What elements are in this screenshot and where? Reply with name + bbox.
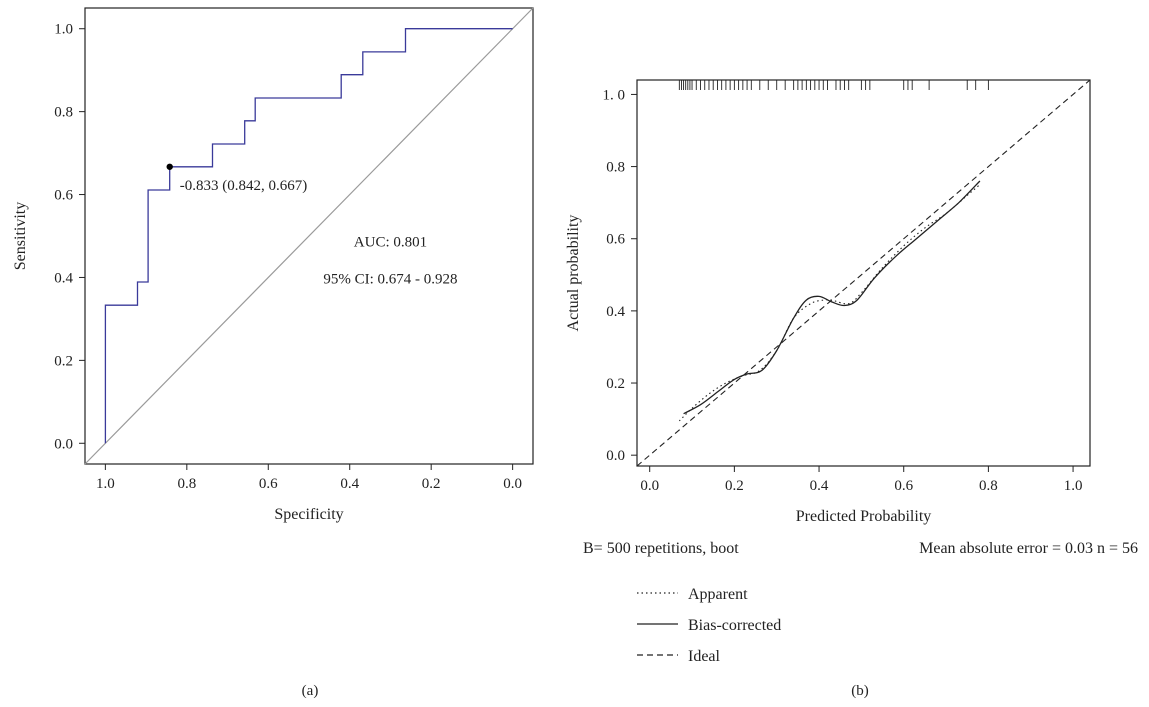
roc-y-tick-label-0: 0.0: [54, 436, 73, 452]
cal-y-tick-label-5: 1. 0: [603, 87, 626, 103]
panel-label-a: (a): [302, 683, 319, 699]
roc-x-tick-label-3: 0.4: [340, 476, 359, 492]
cal-y-tick-label-3: 0.6: [606, 232, 625, 248]
calibration-rug: [678, 80, 989, 90]
cal-x-tick-label-1: 0.2: [725, 478, 744, 494]
roc-y-tick-label-5: 1.0: [54, 22, 73, 38]
cal-y-tick-label-1: 0.2: [606, 376, 625, 392]
roc-curve: [104, 28, 513, 444]
calibration-y-axis-title: Actual probability: [565, 215, 582, 332]
calibration-panel: 0.0 0.2 0.4 0.6 0.8 1.0 0.0 0.2 0.4 0.6 0.8 1. 0 P…: [565, 79, 1138, 699]
roc-y-ticks: 0.0 0.2 0.4 0.6 0.8 1.0: [54, 22, 85, 452]
roc-x-tick-label-5: 0.0: [503, 476, 522, 492]
calibration-legend: Apparent Bias-corrected Ideal: [637, 586, 781, 665]
panel-label-b: (b): [851, 683, 869, 699]
roc-x-axis-title: Specificity: [274, 506, 343, 523]
roc-auc-annotation: AUC: 0.801: [354, 234, 427, 250]
cal-x-tick-label-4: 0.8: [979, 478, 998, 494]
roc-x-tick-label-2: 0.6: [259, 476, 278, 492]
cal-y-tick-label-4: 0.8: [606, 160, 625, 176]
roc-highlight-point: [166, 163, 173, 170]
roc-highlight-label: -0.833 (0.842, 0.667): [180, 178, 307, 194]
calibration-x-axis-title: Predicted Probability: [796, 508, 932, 525]
calibration-y-ticks: 0.0 0.2 0.4 0.6 0.8 1. 0: [603, 87, 637, 464]
ideal-line: [636, 79, 1091, 467]
roc-y-tick-label-4: 0.8: [54, 105, 73, 121]
roc-y-tick-label-1: 0.2: [54, 353, 73, 369]
calibration-plot-frame: [636, 79, 1091, 467]
roc-reference-diagonal: [84, 7, 534, 465]
cal-x-tick-label-3: 0.6: [894, 478, 913, 494]
cal-y-tick-label-2: 0.4: [606, 304, 625, 320]
roc-plot-frame: [84, 7, 534, 465]
roc-x-tick-label-1: 0.8: [177, 476, 196, 492]
cal-y-tick-label-0: 0.0: [606, 448, 625, 464]
roc-y-tick-label-2: 0.4: [54, 270, 73, 286]
calibration-footer-error: Mean absolute error = 0.03 n = 56: [919, 540, 1138, 557]
cal-x-tick-label-0: 0.0: [640, 478, 659, 494]
legend-label-apparent: Apparent: [688, 586, 748, 603]
legend-label-bias-corrected: Bias-corrected: [688, 617, 781, 634]
apparent-curve: [678, 184, 981, 422]
roc-ci-annotation: 95% CI: 0.674 - 0.928: [323, 271, 457, 287]
roc-panel: 1.0 0.8 0.6 0.4 0.2 0.0 0.0 0.2 0.4 0.6 0.8 1.0 -0…: [12, 7, 534, 699]
bias-corrected-curve: [683, 180, 981, 415]
roc-x-tick-label-4: 0.2: [422, 476, 441, 492]
calibration-footer-bootstrap: B= 500 repetitions, boot: [583, 540, 739, 557]
calibration-x-ticks: 0.0 0.2 0.4 0.6 0.8 1.0: [640, 466, 1082, 494]
cal-x-tick-label-2: 0.4: [810, 478, 829, 494]
roc-x-ticks: 1.0 0.8 0.6 0.4 0.2 0.0: [96, 464, 522, 492]
roc-y-axis-title: Sensitivity: [12, 202, 29, 270]
roc-x-tick-label-0: 1.0: [96, 476, 115, 492]
cal-x-tick-label-5: 1.0: [1064, 478, 1083, 494]
roc-y-tick-label-3: 0.6: [54, 188, 73, 204]
legend-label-ideal: Ideal: [688, 648, 721, 665]
